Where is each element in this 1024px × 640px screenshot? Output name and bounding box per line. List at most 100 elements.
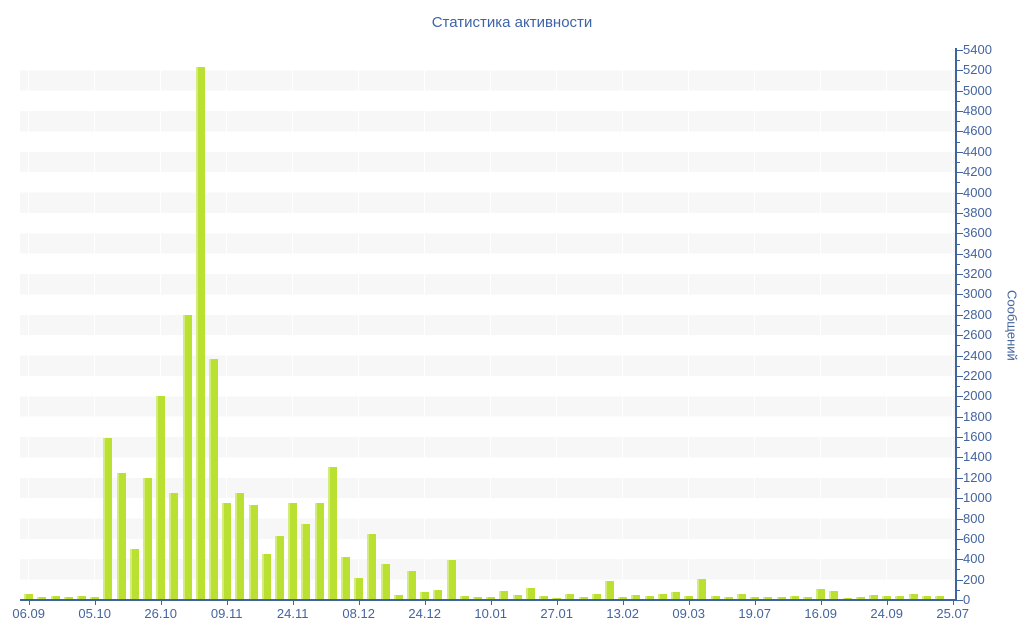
bar: [803, 597, 812, 600]
y-axis-tick-label: 2200: [963, 367, 992, 383]
y-axis-minor-tick: [957, 162, 960, 164]
bar: [314, 503, 324, 600]
bar: [591, 594, 601, 600]
bar: [222, 503, 232, 600]
y-axis-major-tick: [957, 50, 963, 51]
y-axis-major-tick: [957, 212, 963, 214]
bar: [103, 438, 113, 600]
bar: [816, 589, 826, 600]
y-axis-minor-tick: [957, 243, 960, 245]
y-axis-major-tick: [957, 375, 963, 377]
y-axis-major-tick: [957, 538, 963, 540]
y-axis-minor-tick: [957, 304, 960, 306]
x-axis-tick-label: 09.11: [210, 606, 243, 621]
x-axis-line: [20, 599, 957, 601]
bar: [512, 595, 522, 600]
y-axis-tick-label: 1800: [963, 408, 992, 424]
bar: [525, 588, 535, 600]
y-axis-minor-tick: [957, 386, 960, 388]
vertical-gridline: [160, 50, 162, 600]
y-axis-tick-label: 2600: [963, 327, 992, 343]
y-axis-major-tick: [957, 559, 963, 561]
y-axis-tick-label: 5000: [963, 82, 992, 98]
x-axis-tick-label: 24.12: [408, 606, 441, 621]
vertical-gridline: [556, 50, 558, 600]
bar: [459, 596, 469, 600]
y-axis-major-tick: [957, 90, 963, 92]
y-axis-minor-tick: [957, 487, 960, 489]
y-axis-minor-tick: [957, 467, 960, 469]
x-axis-tick: [424, 601, 426, 605]
x-axis-tick: [688, 601, 690, 605]
vertical-gridline: [358, 50, 360, 600]
y-axis-tick-label: 1600: [963, 429, 992, 445]
bar: [908, 594, 918, 600]
x-axis-tick-label: 19.07: [738, 606, 771, 621]
y-axis-major-tick: [957, 355, 963, 357]
x-axis-tick-label: 24.11: [276, 606, 309, 621]
y-axis-minor-tick: [957, 426, 960, 428]
bar: [789, 596, 799, 600]
y-axis-minor-tick: [957, 447, 960, 449]
bar: [169, 493, 179, 600]
bar: [776, 597, 786, 600]
y-axis-minor-tick: [957, 589, 960, 591]
vertical-gridline: [94, 50, 96, 600]
y-axis-major-tick: [957, 253, 963, 255]
x-axis-tick-label: 10.01: [474, 606, 507, 621]
bar: [710, 596, 720, 600]
bar: [855, 597, 865, 600]
y-axis-major-tick: [957, 131, 963, 133]
bar: [261, 554, 271, 600]
y-axis-minor-tick: [957, 223, 960, 225]
y-axis-title: Сообщений: [1004, 289, 1020, 361]
bar: [63, 597, 73, 600]
bar: [143, 478, 152, 600]
y-axis-minor-tick: [957, 80, 960, 82]
bar: [921, 596, 931, 600]
bar: [235, 493, 245, 600]
y-axis-tick-label: 3000: [963, 286, 992, 302]
y-axis-minor-tick: [957, 528, 960, 530]
y-axis-minor-tick: [957, 284, 960, 286]
x-axis-tick: [622, 601, 624, 605]
y-axis-major-tick: [957, 192, 963, 194]
y-axis-tick-label: 400: [963, 551, 985, 567]
bar: [882, 596, 892, 600]
y-axis-minor-tick: [957, 182, 960, 184]
y-axis-tick-label: 3400: [963, 245, 992, 261]
bar: [354, 578, 364, 600]
bar: [565, 594, 575, 600]
y-axis-tick-label: 5400: [963, 42, 992, 57]
y-axis-major-tick: [957, 437, 963, 439]
bar: [367, 534, 377, 600]
x-axis-tick: [358, 601, 360, 605]
y-axis-major-tick: [957, 294, 963, 296]
x-axis-tick: [94, 601, 96, 605]
bar: [90, 597, 100, 600]
vertical-gridline: [424, 50, 426, 600]
y-axis-minor-tick: [957, 549, 960, 551]
y-axis-minor-tick: [957, 508, 960, 510]
y-axis-tick-label: 600: [963, 530, 985, 546]
x-axis-tick: [226, 601, 228, 605]
vertical-gridline: [688, 50, 690, 600]
y-axis-tick-label: 2000: [963, 388, 992, 404]
y-axis-major-tick: [957, 600, 963, 601]
y-axis-major-tick: [957, 233, 963, 235]
bar: [935, 596, 944, 600]
bar: [380, 564, 390, 600]
bar: [499, 591, 509, 600]
vertical-gridline: [292, 50, 294, 600]
x-axis-tick-label: 05.10: [78, 606, 111, 621]
x-axis-tick-label: 26.10: [144, 606, 177, 621]
vertical-gridline: [754, 50, 756, 600]
bar: [341, 557, 350, 600]
bar: [829, 591, 839, 600]
y-axis-major-tick: [957, 151, 963, 153]
bar: [539, 596, 548, 600]
y-axis-major-tick: [957, 477, 963, 479]
y-axis-minor-tick: [957, 569, 960, 571]
y-axis-tick-label: 1000: [963, 490, 992, 506]
bar: [275, 536, 284, 600]
